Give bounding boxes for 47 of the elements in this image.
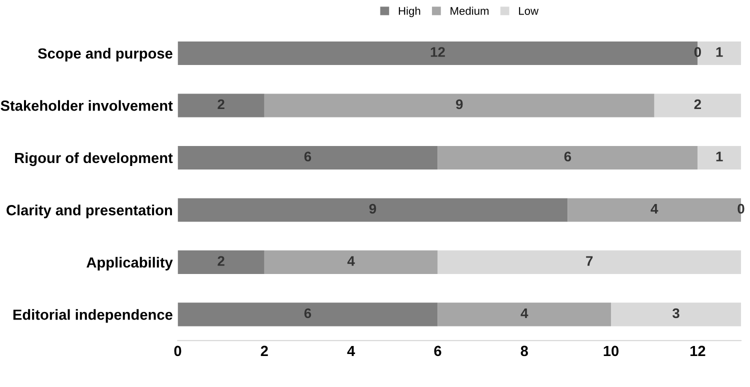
data-label: 9 <box>369 204 376 214</box>
y-tick-label: Rigour of development <box>15 152 173 166</box>
legend-label: High <box>398 6 420 18</box>
data-label: 3 <box>672 308 680 318</box>
data-label: 6 <box>564 152 572 162</box>
y-tick-label: Clarity and presentation <box>6 204 172 218</box>
bar <box>438 146 698 170</box>
bar <box>178 146 438 170</box>
x-tick-label: 4 <box>347 346 356 356</box>
bar <box>654 94 741 118</box>
y-tick-label: Applicability <box>86 256 173 271</box>
legend-label: Low <box>519 7 539 15</box>
bar <box>611 302 741 326</box>
bar <box>178 250 264 274</box>
x-tick-label: 12 <box>690 346 706 356</box>
y-tick-label: Stakeholder involvement <box>0 100 173 111</box>
data-label: 9 <box>456 99 463 110</box>
data-label: 4 <box>347 256 355 266</box>
data-label: 0 <box>694 47 701 57</box>
bar <box>178 94 264 118</box>
data-label: 0 <box>738 204 744 214</box>
data-label: 4 <box>650 204 658 214</box>
y-tick-label: Editorial independence <box>13 309 172 323</box>
data-label: 4 <box>520 308 528 318</box>
bar <box>438 250 741 274</box>
bar <box>438 302 612 326</box>
x-tick-label: 2 <box>260 346 268 356</box>
legend-label: Medium <box>450 6 489 15</box>
data-label: 1 <box>716 47 723 57</box>
bar <box>264 250 438 274</box>
bar <box>178 302 438 326</box>
x-tick-label: 0 <box>174 346 182 356</box>
bar <box>178 198 568 222</box>
x-tick-label: 8 <box>520 346 528 356</box>
data-label: 1 <box>716 152 723 162</box>
data-label: 2 <box>218 256 224 266</box>
data-label: 6 <box>304 308 312 318</box>
data-label: 7 <box>586 256 593 266</box>
data-label: 2 <box>218 99 224 110</box>
data-label: 2 <box>694 99 701 110</box>
y-tick-label: Scope and purpose <box>38 48 172 62</box>
x-tick-label: 10 <box>604 346 619 356</box>
bar <box>264 94 654 118</box>
x-tick-label: 6 <box>434 346 442 356</box>
data-label: 6 <box>304 152 312 162</box>
data-label: 12 <box>430 47 445 57</box>
bar <box>698 146 741 170</box>
